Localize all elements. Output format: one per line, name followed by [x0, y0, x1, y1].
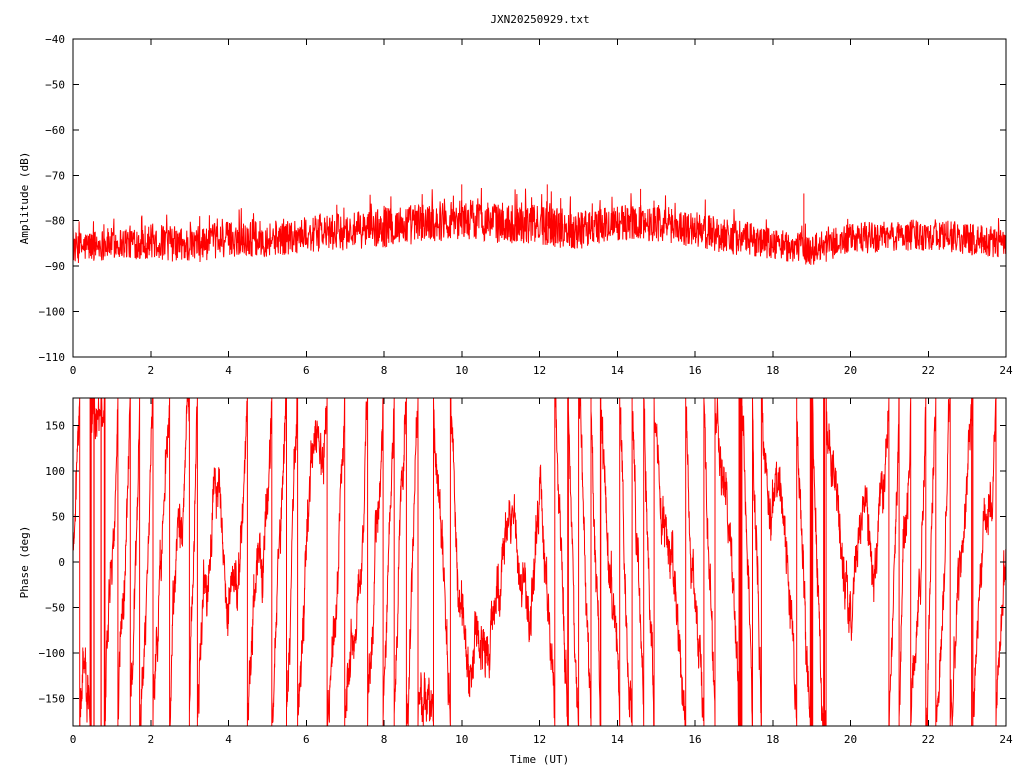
amplitude-y-tick-label: −100: [39, 306, 66, 319]
phase-x-tick-label: 2: [147, 733, 154, 746]
phase-trace-line: [72, 396, 1007, 727]
phase-x-tick-label: 22: [922, 733, 935, 746]
figure-title: JXN20250929.txt: [490, 13, 589, 26]
amplitude-x-tick-label: 20: [844, 364, 857, 377]
phase-x-tick-label: 8: [381, 733, 388, 746]
time-x-axis-label: Time (UT): [510, 753, 570, 766]
amplitude-x-tick-label: 12: [533, 364, 546, 377]
phase-x-tick-label: 24: [999, 733, 1013, 746]
amplitude-y-axis-label: Amplitude (dB): [18, 152, 31, 245]
phase-panel: 0 2 4 6 8 10 12 14 16 18 20 22 24−150−100−5005010015…: [18, 396, 1013, 766]
phase-y-tick-label: −150: [39, 693, 66, 706]
amplitude-x-tick-label: 24: [999, 364, 1013, 377]
phase-y-tick-label: 0: [58, 556, 65, 569]
phase-axis-ticks: 0 2 4 6 8 10 12 14 16 18 20 22 24−150−100−5005010015…: [39, 398, 1013, 746]
amplitude-y-tick-label: −80: [45, 215, 65, 228]
amplitude-panel: 0 2 4 6 8 10 12 14 16 18 20 22 24−110−100−90−80−70−6…: [18, 33, 1013, 377]
phase-y-axis-label: Phase (deg): [18, 526, 31, 599]
phase-x-tick-label: 4: [225, 733, 232, 746]
phase-x-tick-label: 14: [611, 733, 625, 746]
phase-y-tick-label: 50: [52, 510, 65, 523]
amplitude-trace-line: [72, 187, 1007, 265]
phase-x-tick-label: 12: [533, 733, 546, 746]
amplitude-x-tick-label: 8: [381, 364, 388, 377]
amplitude-x-tick-label: 16: [688, 364, 701, 377]
amplitude-x-tick-label: 18: [766, 364, 779, 377]
amplitude-y-tick-label: −110: [39, 351, 66, 364]
amplitude-x-tick-label: 6: [303, 364, 310, 377]
phase-x-tick-label: 6: [303, 733, 310, 746]
amplitude-x-tick-label: 4: [225, 364, 232, 377]
phase-x-tick-label: 18: [766, 733, 779, 746]
phase-trace: [72, 396, 1007, 727]
amplitude-x-tick-label: 14: [611, 364, 625, 377]
amplitude-x-tick-label: 10: [455, 364, 468, 377]
amplitude-x-tick-label: 22: [922, 364, 935, 377]
amplitude-y-tick-label: −70: [45, 169, 65, 182]
amplitude-y-tick-label: −90: [45, 260, 65, 273]
phase-y-tick-label: −100: [39, 647, 66, 660]
amplitude-x-tick-label: 0: [70, 364, 77, 377]
phase-x-tick-label: 16: [688, 733, 701, 746]
phase-x-tick-label: 20: [844, 733, 857, 746]
amplitude-trace: [72, 184, 1007, 265]
amplitude-axis-ticks: 0 2 4 6 8 10 12 14 16 18 20 22 24−110−100−90−80−70−6…: [39, 33, 1013, 377]
phase-y-tick-label: 150: [45, 419, 65, 432]
amplitude-y-tick-label: −40: [45, 33, 65, 46]
amplitude-y-tick-label: −60: [45, 124, 65, 137]
amplitude-y-tick-label: −50: [45, 78, 65, 91]
amplitude-x-tick-label: 2: [147, 364, 154, 377]
phase-y-tick-label: −50: [45, 602, 65, 615]
phase-x-tick-label: 0: [70, 733, 77, 746]
phase-x-tick-label: 10: [455, 733, 468, 746]
phase-y-tick-label: 100: [45, 465, 65, 478]
